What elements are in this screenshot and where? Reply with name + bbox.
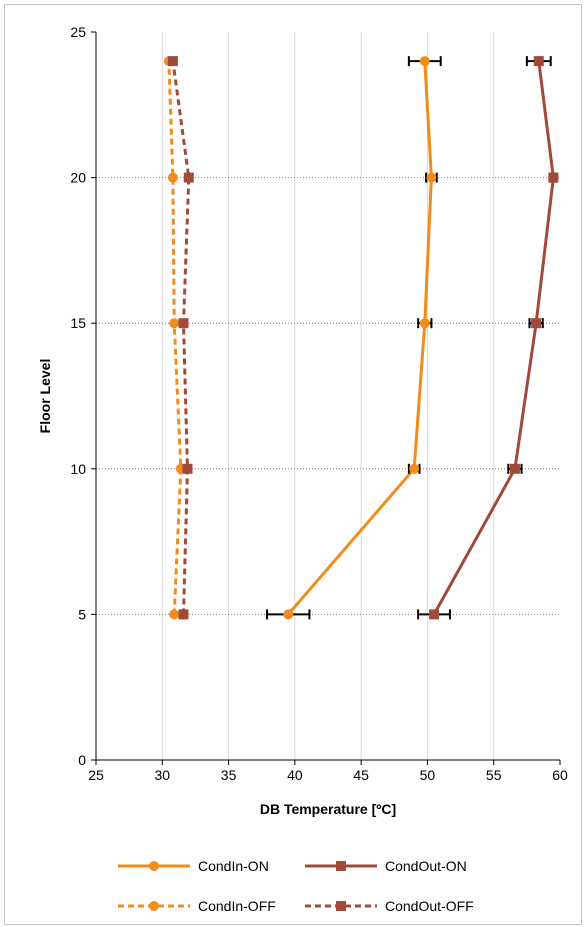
- axes-layer: [95, 32, 560, 761]
- legend-item: CondIn-OFF: [118, 898, 276, 914]
- data-point: [178, 318, 189, 329]
- data-point: [548, 172, 559, 183]
- y-tick-label: 20: [70, 170, 86, 186]
- data-point: [169, 318, 180, 329]
- x-tick-label: 35: [221, 767, 237, 783]
- data-point: [183, 172, 194, 183]
- y-tick-label: 25: [70, 24, 86, 40]
- legend-item: CondOut-OFF: [305, 898, 474, 914]
- data-point: [509, 463, 520, 474]
- y-tick-label: 15: [70, 315, 86, 331]
- data-point: [533, 56, 544, 67]
- x-axis-title: DB Temperature [ºC]: [260, 801, 396, 817]
- legend-marker: [336, 901, 346, 911]
- legend-marker: [336, 861, 346, 871]
- x-tick-label: 60: [552, 767, 568, 783]
- x-tick-label: 55: [486, 767, 502, 783]
- series-line: [171, 60, 191, 615]
- grid-layer: [96, 32, 560, 760]
- series-layer: [163, 56, 559, 620]
- legend-label: CondOut-OFF: [385, 898, 474, 914]
- legend-marker: [149, 901, 159, 911]
- data-point: [169, 609, 180, 620]
- x-tick-label: 40: [287, 767, 303, 783]
- data-point: [167, 172, 178, 183]
- series-line: [167, 61, 183, 615]
- data-point: [429, 609, 440, 620]
- ticks-layer: 25 30 35 40 45 50 55 60 0 5 10 15 20 25: [70, 24, 568, 783]
- x-tick-label: 25: [88, 767, 104, 783]
- data-point: [178, 609, 189, 620]
- x-tick-label: 45: [353, 767, 369, 783]
- legend-label: CondOut-ON: [385, 858, 467, 874]
- series-condout-on: [417, 56, 559, 620]
- y-tick-label: 0: [78, 752, 86, 768]
- legend-label: CondIn-ON: [198, 858, 269, 874]
- legend: CondIn-ON CondOut-ON CondIn-OFF CondOut-OFF: [118, 858, 474, 914]
- series-line: [287, 61, 433, 616]
- legend-label: CondIn-OFF: [198, 898, 276, 914]
- data-point: [419, 56, 430, 67]
- chart-frame: [4, 4, 582, 925]
- y-tick-label: 5: [78, 606, 86, 622]
- data-point: [182, 463, 193, 474]
- series-condout-off: [167, 56, 194, 620]
- legend-item: CondOut-ON: [305, 858, 467, 874]
- data-point: [283, 609, 294, 620]
- x-tick-label: 50: [420, 767, 436, 783]
- data-point: [531, 318, 542, 329]
- x-tick-label: 30: [154, 767, 170, 783]
- data-point: [419, 318, 430, 329]
- legend-marker: [149, 861, 159, 871]
- legend-item: CondIn-ON: [118, 858, 269, 874]
- y-tick-label: 10: [70, 461, 86, 477]
- series-condin-on: [266, 56, 442, 620]
- data-point: [409, 463, 420, 474]
- data-point: [426, 172, 437, 183]
- y-axis-title: Floor Level: [37, 359, 53, 434]
- data-point: [167, 56, 178, 67]
